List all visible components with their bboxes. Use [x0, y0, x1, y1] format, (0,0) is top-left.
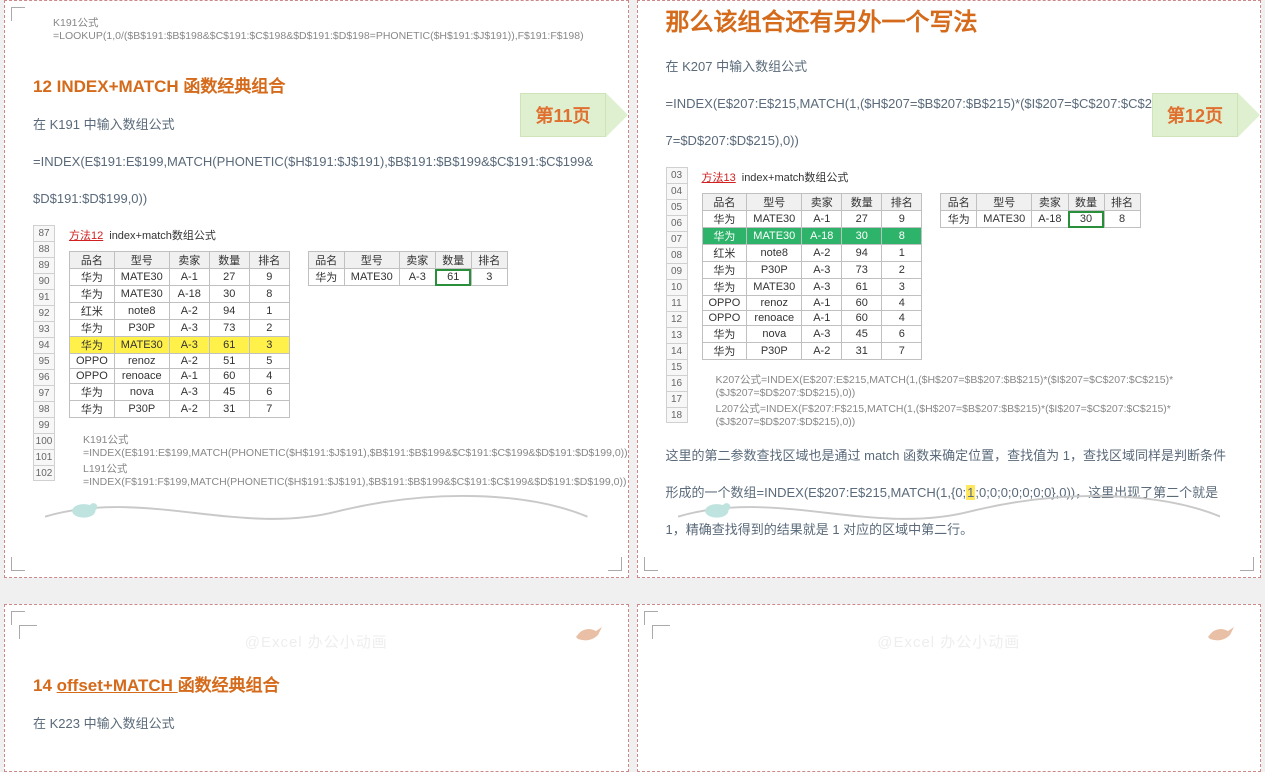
corner-mark	[652, 625, 670, 639]
badge-arrow-icon	[606, 93, 628, 137]
page-12: 第12页 那么该组合还有另外一个写法 在 K207 中输入数组公式 =INDEX…	[637, 0, 1262, 578]
row-number-gutter: 03040506070809101112131415161718	[666, 167, 688, 428]
formula-line: =INDEX(E$191:E$199,MATCH(PHONETIC($H$191…	[33, 152, 608, 173]
page-14: @Excel 办公小动画 14 offset+MATCH 函数经典组合 在 K2…	[4, 604, 629, 772]
spreadsheet-figure: 03040506070809101112131415161718 方法13 in…	[666, 167, 1241, 428]
footer-decoration	[678, 477, 1221, 537]
partial-section-title: 那么该组合还有另外一个写法	[666, 11, 1241, 35]
corner-mark	[11, 611, 25, 625]
bird-icon	[1206, 623, 1236, 651]
wave-divider-icon	[45, 477, 588, 537]
corner-mark	[11, 557, 25, 571]
badge-arrow-icon	[1238, 93, 1260, 137]
method-desc: index+match数组公式	[109, 227, 216, 243]
bottom-formula: K207公式=INDEX(E$207:E$215,MATCH(1,($H$207…	[716, 372, 1241, 399]
corner-mark	[11, 7, 25, 21]
corner-mark	[19, 625, 37, 639]
section-title: 14 offset+MATCH 函数经典组合	[33, 671, 608, 696]
spreadsheet-figure: 87888990919293949596979899100101102 方法12…	[33, 225, 608, 488]
intro-text: 在 K207 中输入数组公式	[666, 57, 1241, 78]
page-number-badge: 第11页	[520, 93, 627, 137]
method-desc: index+match数组公式	[742, 169, 849, 185]
corner-mark	[644, 557, 658, 571]
page-number-text: 第12页	[1152, 93, 1238, 137]
data-table-main: 品名型号卖家数量排名华为MATE30A-1279华为MATE30A-18308红…	[69, 251, 290, 418]
page-11: 第11页 K191公式=LOOKUP(1,0/($B$191:$B$198&$C…	[4, 0, 629, 578]
top-residual-formula: K191公式=LOOKUP(1,0/($B$191:$B$198&$C$191:…	[53, 15, 608, 42]
intro-text: 在 K223 中输入数组公式	[33, 714, 608, 735]
data-table-result: 品名型号卖家数量排名华为MATE30A-18308	[940, 193, 1140, 228]
corner-mark	[1240, 557, 1254, 571]
watermark-text: @Excel 办公小动画	[245, 631, 388, 652]
data-table-main: 品名型号卖家数量排名华为MATE30A-1279华为MATE30A-18308红…	[702, 193, 923, 360]
bottom-formula: L207公式=INDEX(F$207:F$215,MATCH(1,($H$207…	[716, 401, 1241, 428]
corner-mark	[608, 557, 622, 571]
page-number-badge: 第12页	[1152, 93, 1260, 137]
wave-divider-icon	[678, 477, 1221, 537]
method-tag: 方法13	[702, 169, 736, 185]
bottom-formula: K191公式=INDEX(E$191:E$199,MATCH(PHONETIC(…	[83, 432, 628, 459]
page-number-text: 第11页	[520, 93, 605, 137]
footer-decoration	[45, 477, 588, 537]
row-number-gutter: 87888990919293949596979899100101102	[33, 225, 55, 488]
data-table-result: 品名型号卖家数量排名华为MATE30A-3613	[308, 251, 508, 286]
bird-icon	[574, 623, 604, 651]
method-tag: 方法12	[69, 227, 103, 243]
page-next: @Excel 办公小动画	[637, 604, 1262, 772]
formula-line: $D$191:$D$199,0))	[33, 189, 608, 210]
explanation-text: 这里的第二参数查找区域也是通过 match 函数来确定位置，查找值为 1，查找区…	[666, 446, 1241, 467]
corner-mark	[644, 611, 658, 625]
watermark-text: @Excel 办公小动画	[877, 631, 1020, 652]
